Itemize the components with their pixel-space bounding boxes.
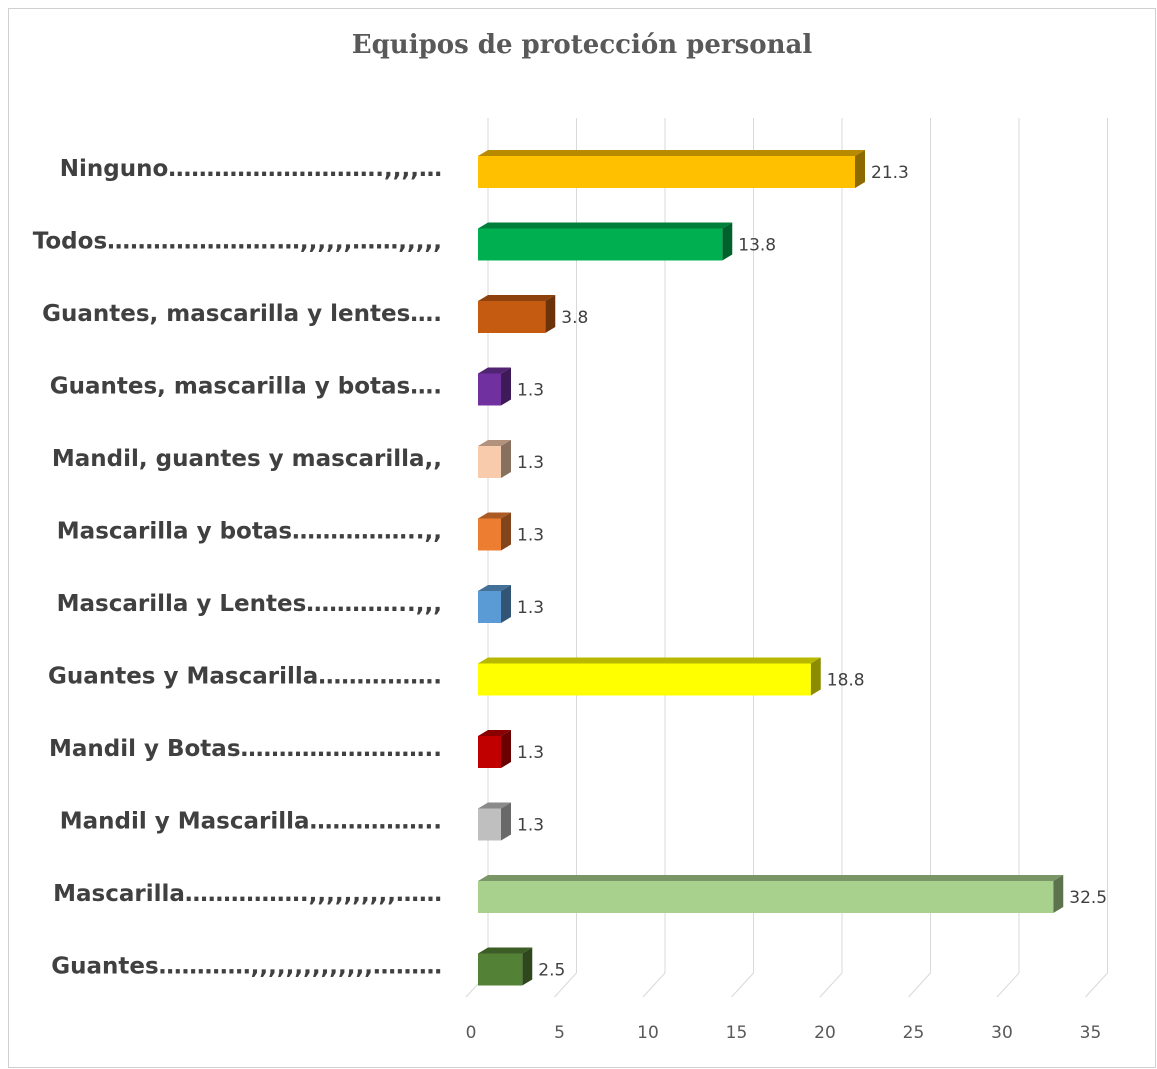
category-label: Guantes…………,,,,,,,,,,,,,,……… (51, 954, 442, 980)
category-label: Mascarilla…………….,,,,,,,,,,…… (53, 881, 442, 907)
category-label: Todos………………….…,,,,,,……,,,,, (33, 229, 442, 255)
category-label: Mascarilla y botas……………..,, (57, 519, 442, 545)
chart-title: Equipos de protección personal (351, 30, 813, 60)
value-label: 32.5 (1069, 888, 1107, 908)
bar-top (478, 295, 556, 301)
bar (478, 156, 856, 188)
value-label: 1.3 (517, 743, 544, 763)
x-tick-label: 30 (991, 1023, 1013, 1043)
bar-side (855, 150, 866, 188)
value-label: 1.3 (517, 453, 544, 473)
bar-top (478, 947, 533, 954)
bar-side (501, 367, 512, 406)
bar-top (478, 730, 512, 736)
gridline-floor (908, 972, 931, 998)
value-label: 21.3 (871, 163, 909, 183)
gridline-floor (996, 972, 1020, 998)
x-tick-label: 25 (903, 1023, 925, 1043)
category-label: Guantes, mascarilla y lentes…. (42, 301, 442, 327)
bar (478, 373, 502, 406)
x-tick-label: 5 (554, 1023, 565, 1043)
x-tick-label: 15 (726, 1023, 748, 1043)
bar-side (522, 947, 533, 986)
x-tick-label: 20 (814, 1023, 836, 1043)
bar-top (478, 222, 733, 229)
bar (478, 663, 811, 696)
bar-side (501, 512, 512, 551)
bar (478, 301, 546, 333)
bar-side (501, 802, 512, 841)
category-label: Mandil y Botas…………………….. (49, 736, 442, 762)
bar (478, 953, 523, 986)
category-label: Guantes, mascarilla y botas…. (50, 374, 442, 400)
x-tick-label: 35 (1080, 1023, 1102, 1043)
bar-side (1053, 875, 1064, 913)
bar (478, 881, 1054, 913)
category-label: Mascarilla y Lentes…………..,,, (57, 591, 442, 617)
bar-top (478, 512, 512, 519)
bar-top (478, 367, 512, 374)
bar-side (810, 657, 821, 696)
bar-top (478, 150, 866, 156)
bar (478, 228, 723, 261)
gridline-floor (642, 972, 666, 998)
bar (478, 736, 502, 768)
bar (478, 591, 502, 623)
bar (478, 808, 502, 841)
x-tick-label: 0 (466, 1023, 477, 1043)
gridline-floor (819, 972, 843, 998)
bar-side (722, 222, 733, 261)
bar-top (478, 802, 512, 809)
bar-top (478, 875, 1064, 881)
bar-side (501, 585, 512, 623)
value-label: 1.3 (517, 381, 544, 401)
bar (478, 518, 502, 551)
category-label: Mandil y Mascarilla…………….. (60, 809, 442, 835)
value-label: 1.3 (517, 526, 544, 546)
value-label: 1.3 (517, 816, 544, 836)
gridline-floor (1085, 972, 1108, 998)
bar-top (478, 657, 821, 664)
category-label: Ninguno……………………….,,,,… (60, 156, 442, 182)
gridline-floor (731, 972, 754, 998)
x-tick-label: 10 (637, 1023, 659, 1043)
value-label: 13.8 (738, 236, 776, 256)
bar-side (545, 295, 556, 333)
bar (478, 446, 502, 478)
bar-top (478, 440, 512, 446)
category-label: Mandil, guantes y mascarilla,, (52, 446, 442, 472)
value-label: 2.5 (538, 961, 565, 981)
gridline-floor (554, 972, 577, 998)
bar-side (501, 440, 512, 478)
bar-top (478, 585, 512, 591)
value-label: 3.8 (561, 308, 588, 328)
value-label: 1.3 (517, 598, 544, 618)
value-label: 18.8 (827, 671, 865, 691)
bar-side (501, 730, 512, 768)
category-label: Guantes y Mascarilla……………. (48, 664, 442, 690)
